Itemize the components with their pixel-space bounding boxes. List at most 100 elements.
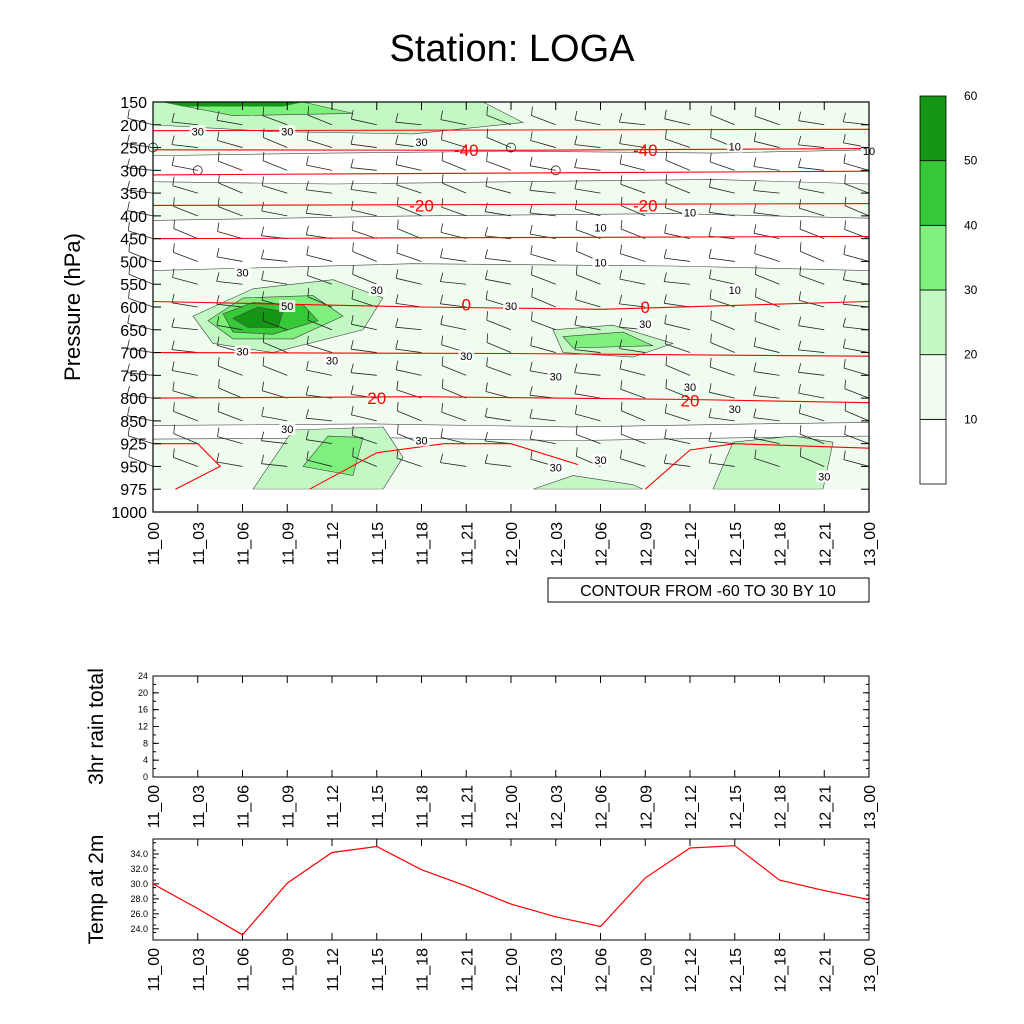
y-tick-label: 1000 [111, 505, 147, 522]
humidity-contour-label: 10 [594, 258, 606, 270]
wind-barb [262, 151, 288, 171]
wind-barb [753, 408, 780, 422]
wind-barb [486, 152, 512, 171]
x-tick-label: 11_03 [191, 522, 208, 565]
wind-barb [126, 385, 154, 399]
x-tick-label: 11_09 [280, 785, 297, 828]
wind-barb [127, 426, 154, 445]
x-tick-label: 13_00 [862, 785, 879, 830]
x-tick-label: 11_09 [280, 522, 297, 565]
wind-barb [307, 106, 333, 126]
wind-barb [484, 454, 512, 467]
wind-barb [351, 110, 377, 126]
y-tick-label: 600 [120, 300, 147, 317]
x-tick-label: 12_15 [728, 522, 745, 567]
wind-barb [799, 447, 825, 467]
humidity-label-bg [413, 434, 430, 447]
wind-barb [708, 453, 735, 467]
humidity-label-bg [592, 453, 609, 466]
y-tick-label: 550 [120, 277, 147, 294]
y-tick-label: 650 [120, 323, 147, 340]
humidity-contour-label: 30 [192, 127, 204, 139]
wind-barb [754, 107, 780, 126]
temp-contour-label: 0 [641, 298, 650, 317]
wind-barb [753, 429, 780, 445]
x-tick-label: 11_00 [146, 785, 163, 828]
wind-barb [619, 359, 646, 376]
wind-barb [441, 198, 467, 217]
wind-barb [531, 265, 556, 285]
wind-barb [530, 245, 556, 262]
wind-barb [441, 403, 467, 422]
y-tick-label: 4 [143, 755, 148, 765]
x-tick-label: 11_03 [191, 948, 208, 991]
wind-barb [843, 270, 870, 285]
x-tick-label: 12_00 [504, 785, 521, 830]
humidity-contour-label: 10 [729, 285, 741, 297]
wind-barb [127, 314, 154, 331]
x-tick-label: 12_18 [773, 948, 790, 993]
colorbar-box [919, 224, 947, 291]
y-tick-label: 800 [120, 391, 147, 408]
wind-barb [663, 249, 691, 262]
temp-contour-line-4 [152, 235, 870, 240]
x-tick-label: 12_21 [817, 522, 834, 567]
x-tick-label: 12_06 [594, 948, 611, 993]
wind-barb [217, 131, 243, 148]
y-tick-label: 24 [138, 671, 148, 681]
humidity-contour-label: 30 [639, 319, 651, 331]
wind-barb [484, 249, 512, 262]
wind-barb [753, 337, 780, 353]
temp-contour-line-0 [152, 128, 870, 132]
y-tick-label: 950 [120, 459, 147, 476]
wind-barb [126, 158, 154, 171]
wind-barb [486, 311, 512, 331]
wind-barb [755, 265, 780, 285]
temp-contour-line-3 [152, 203, 870, 206]
wind-barb [753, 181, 780, 194]
wind-barb [128, 447, 154, 467]
wind-barb [171, 112, 198, 126]
colorbar-box [919, 289, 947, 356]
x-tick-label: 13_00 [862, 948, 879, 993]
wind-barb [127, 221, 154, 240]
temp-contour-label: -40 [454, 141, 479, 160]
wind-barb [710, 105, 735, 126]
wind-barb [440, 294, 467, 308]
y-axis-title: Pressure (hPa) [60, 233, 85, 381]
temp-contour-label: -20 [633, 196, 658, 215]
wind-barb [619, 270, 646, 285]
y-tick-label: 28.0 [130, 894, 148, 904]
wind-barb [709, 178, 735, 194]
x-tick-label: 12_18 [773, 522, 790, 567]
wind-barb [173, 219, 198, 240]
wind-barb [664, 314, 691, 331]
wind-barb [710, 310, 735, 331]
wind-barb [396, 243, 422, 262]
humidity-contour-label: 10 [684, 208, 696, 220]
page-title: Station: LOGA [389, 28, 635, 70]
rain-panel-y-title: 3hr rain total [85, 668, 108, 785]
temp-panel-series-line [152, 845, 870, 936]
wind-barb [799, 242, 825, 262]
fill-band-60-top [163, 102, 303, 107]
wind-barb [799, 404, 825, 422]
wind-barb [306, 335, 333, 353]
x-tick-label: 11_06 [236, 785, 253, 828]
wind-barb [708, 408, 735, 422]
y-tick-label: 30.0 [130, 879, 148, 889]
wind-barb [127, 201, 154, 217]
humidity-contour-label: 50 [281, 301, 293, 313]
y-tick-label: 925 [120, 437, 147, 454]
wind-barb [440, 110, 467, 126]
temp-contour-line-6 [152, 352, 870, 357]
calm-circle [550, 165, 561, 176]
wind-barb [172, 268, 198, 285]
humidity-contour-label: 30 [460, 351, 472, 363]
wind-barb [798, 363, 825, 376]
wind-barb [798, 316, 825, 331]
wind-barb [440, 453, 467, 467]
wind-barb [352, 447, 377, 467]
humidity-contour-label: 30 [281, 127, 293, 139]
